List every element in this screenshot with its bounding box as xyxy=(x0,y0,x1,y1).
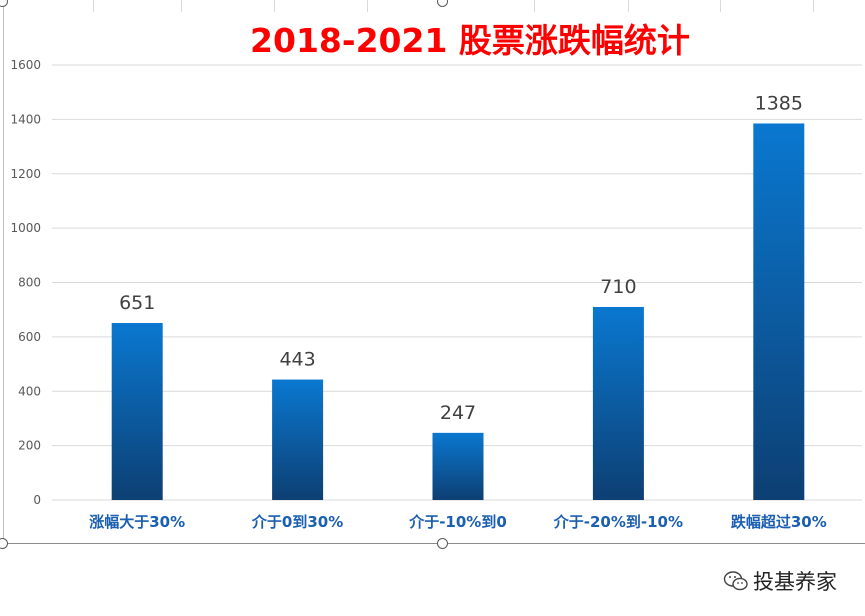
chart-area[interactable] xyxy=(3,2,865,544)
y-tick-label: 1000 xyxy=(10,221,41,235)
x-axis-category-labels: 涨幅大于30% 介于0到30% 介于-10%到0 介于-20%到-10% 跌幅超过30% xyxy=(89,513,827,531)
gridlines xyxy=(52,64,862,501)
y-axis-tick-labels: 0 200 400 600 800 1000 1200 1400 1600 xyxy=(10,58,41,507)
bar[interactable] xyxy=(753,123,805,500)
watermark-text: 投基养家 xyxy=(753,570,837,594)
bar[interactable] xyxy=(111,323,163,500)
resize-handle-top-left[interactable] xyxy=(0,0,8,7)
x-category-label: 涨幅大于30% xyxy=(89,513,185,531)
x-category-label: 介于0到30% xyxy=(251,513,343,531)
x-category-label: 介于-10%到0 xyxy=(408,513,507,531)
bars xyxy=(111,123,805,500)
resize-handle-top-center[interactable] xyxy=(437,0,448,7)
wechat-icon xyxy=(723,571,748,591)
y-tick-label: 1600 xyxy=(10,58,41,72)
x-category-label: 跌幅超过30% xyxy=(731,513,827,531)
bar[interactable] xyxy=(272,379,324,500)
y-tick-label: 200 xyxy=(18,439,41,453)
y-tick-label: 0 xyxy=(33,493,41,507)
x-category-label: 介于-20%到-10% xyxy=(553,513,683,531)
sheet-gridline xyxy=(367,0,368,12)
resize-handle-bottom-left[interactable] xyxy=(0,538,8,549)
watermark: 投基养家 xyxy=(723,566,837,596)
sheet-gridline xyxy=(534,0,535,12)
data-label: 247 xyxy=(440,402,476,424)
data-label: 1385 xyxy=(755,92,803,114)
y-tick-label: 800 xyxy=(18,276,41,290)
bar[interactable] xyxy=(592,306,644,500)
bar[interactable] xyxy=(432,432,484,500)
data-labels: 651 443 247 710 1385 xyxy=(119,92,803,423)
resize-handle-bottom-center[interactable] xyxy=(437,538,448,549)
data-label: 443 xyxy=(279,349,315,371)
sheet-gridline xyxy=(720,0,721,12)
sheet-gridline xyxy=(274,0,275,12)
y-tick-label: 1400 xyxy=(10,112,41,126)
sheet-gridline xyxy=(181,0,182,12)
y-tick-label: 600 xyxy=(18,330,41,344)
chart-title: 2018-2021 股票涨跌幅统计 xyxy=(250,21,690,60)
y-tick-label: 1200 xyxy=(10,167,41,181)
data-label: 651 xyxy=(119,292,155,314)
sheet-gridline xyxy=(93,0,94,12)
data-label: 710 xyxy=(600,276,636,298)
sheet-gridline xyxy=(628,0,629,12)
sheet-gridline xyxy=(813,0,814,12)
y-tick-label: 400 xyxy=(18,384,41,398)
